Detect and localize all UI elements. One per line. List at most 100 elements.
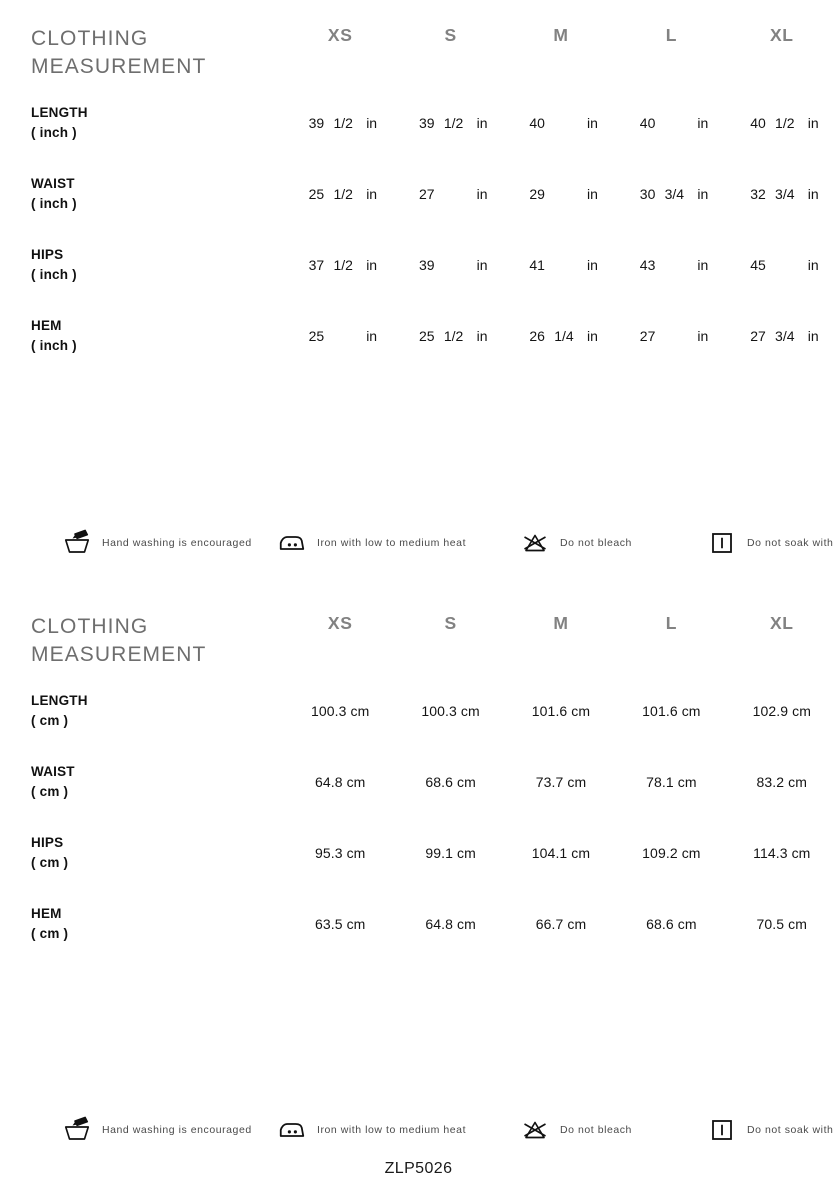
size-header-xl-cm: XL — [770, 613, 794, 633]
row-unit: ( inch ) — [31, 195, 77, 211]
value-unit: in — [476, 256, 488, 273]
cell-length-l-cm: 101.6 cm — [642, 702, 701, 719]
value-whole: 39 — [419, 114, 435, 131]
value-whole: 30 — [639, 185, 656, 202]
do-not-bleach-icon — [524, 534, 546, 552]
row-name: WAIST — [31, 764, 75, 780]
value-fraction: 1/2 — [333, 114, 353, 131]
value-whole: 25 — [308, 327, 325, 344]
header-row-cm: CLOTHING MEASUREMENT XS S M L XL — [0, 612, 837, 675]
size-header-l-inch: L — [665, 25, 678, 45]
cell-hips-xs: 37 1/2 in — [285, 229, 395, 300]
value-whole: 32 — [750, 185, 766, 202]
value-unit: in — [586, 327, 598, 344]
do-not-bleach-icon — [524, 1121, 546, 1139]
value-whole: 40 — [750, 114, 766, 131]
value-unit: in — [586, 185, 598, 202]
page-title-cm: CLOTHING MEASUREMENT — [31, 615, 207, 666]
cell-hips-xl-cm: 114.3 cm — [753, 844, 811, 861]
cell-waist-m-cm: 73.7 cm — [535, 773, 587, 790]
care-instructions-top: Hand washing is encouraged Iron with low… — [0, 528, 837, 558]
table-body-inch: LENGTH ( inch ) 39 1/2 in 39 1/2 — [0, 87, 837, 371]
row-label-hem-inch: HEM ( inch ) — [0, 300, 285, 371]
cell-length-xl: 40 1/2 in — [727, 87, 837, 158]
size-header-xs-inch: XS — [327, 25, 353, 45]
value-unit: in — [697, 327, 709, 344]
cell-length-l: 40 in — [616, 87, 726, 158]
value-whole: 37 — [308, 256, 325, 273]
cell-hips-m: 41 in — [506, 229, 616, 300]
care-item-hand-wash: Hand washing is encouraged — [62, 528, 277, 558]
value-whole: 27 — [639, 327, 656, 344]
care-label: Hand washing is encouraged — [102, 537, 252, 549]
cell-length-xs: 39 1/2 in — [285, 87, 395, 158]
chart-title-cell-inch: CLOTHING MEASUREMENT — [0, 24, 285, 87]
cell-waist-l-cm: 78.1 cm — [646, 773, 697, 790]
care-item-no-bleach: Do not bleach — [520, 1115, 707, 1145]
value-whole: 45 — [750, 256, 766, 273]
value-unit: in — [366, 256, 378, 273]
care-item-iron: Iron with low to medium heat — [277, 528, 520, 558]
table-row: HEM ( inch ) 25 in 25 1/2 — [0, 300, 837, 371]
value-fraction: 1/2 — [443, 114, 464, 131]
table-row: HIPS ( cm ) 95.3 cm 99.1 cm 104.1 cm 109… — [0, 817, 837, 888]
value-whole: 41 — [529, 256, 545, 273]
cell-waist-xs-cm: 64.8 cm — [314, 773, 366, 790]
table-header-inch: CLOTHING MEASUREMENT XS S M L XL — [0, 24, 837, 87]
value-whole: 39 — [308, 114, 325, 131]
care-item-hand-wash: Hand washing is encouraged — [62, 1115, 277, 1145]
page-title-inch: CLOTHING MEASUREMENT — [31, 27, 207, 78]
chart-title-cell-cm: CLOTHING MEASUREMENT — [0, 612, 285, 675]
care-label: Do not bleach — [560, 537, 632, 549]
cell-hem-l-cm: 68.6 cm — [646, 915, 697, 932]
row-label-hips-inch: HIPS ( inch ) — [0, 229, 285, 300]
value-whole: 40 — [639, 114, 656, 131]
value-whole: 43 — [639, 256, 656, 273]
table-row: LENGTH ( inch ) 39 1/2 in 39 1/2 — [0, 87, 837, 158]
care-label: Iron with low to medium heat — [317, 537, 467, 549]
row-unit: ( inch ) — [31, 266, 77, 282]
value-fraction: 1/2 — [333, 256, 353, 273]
value-unit: in — [807, 256, 819, 273]
table-row: WAIST ( cm ) 64.8 cm 68.6 cm 73.7 cm 78.… — [0, 746, 837, 817]
cell-hips-l-cm: 109.2 cm — [642, 844, 701, 861]
value-whole: 40 — [529, 114, 545, 131]
table-row: HIPS ( inch ) 37 1/2 in 39 — [0, 229, 837, 300]
care-item-no-soak: Do not soak with other colors — [707, 528, 837, 558]
value-fraction: 1/4 — [554, 327, 574, 344]
row-name: LENGTH — [31, 105, 88, 121]
cell-hem-m-cm: 66.7 cm — [535, 915, 587, 932]
cell-waist-xl-cm: 83.2 cm — [756, 773, 808, 790]
hand-wash-icon — [64, 529, 90, 553]
care-instructions-bottom: Hand washing is encouraged Iron with low… — [0, 1115, 837, 1145]
row-label-hips-cm: HIPS ( cm ) — [0, 817, 285, 888]
care-item-no-soak: Do not soak with other colors — [707, 1115, 837, 1145]
row-label-waist-inch: WAIST ( inch ) — [0, 158, 285, 229]
cell-hem-xs-cm: 63.5 cm — [314, 915, 366, 932]
row-name: HEM — [31, 906, 62, 922]
cell-hem-xl-cm: 70.5 cm — [756, 915, 808, 932]
value-whole: 27 — [419, 185, 435, 202]
size-header-s-inch: S — [444, 25, 457, 45]
cell-hips-xs-cm: 95.3 cm — [314, 844, 366, 861]
cell-length-m: 40 in — [506, 87, 616, 158]
value-unit: in — [697, 185, 709, 202]
row-name: HEM — [31, 318, 62, 334]
cell-waist-s: 27 in — [395, 158, 505, 229]
cell-length-m-cm: 101.6 cm — [531, 702, 591, 719]
value-fraction: 1/2 — [333, 185, 353, 202]
row-unit: ( inch ) — [31, 337, 77, 353]
row-unit: ( cm ) — [31, 925, 69, 941]
size-header-xs-cm: XS — [327, 613, 353, 633]
cell-hem-l: 27 in — [616, 300, 726, 371]
hand-wash-icon — [64, 1116, 90, 1140]
value-unit: in — [807, 114, 819, 131]
cell-hem-xl: 27 3/4 in — [727, 300, 837, 371]
table-row: HEM ( cm ) 63.5 cm 64.8 cm 66.7 cm 68.6 … — [0, 888, 837, 959]
size-header-m-inch: M — [553, 25, 569, 45]
value-unit: in — [586, 256, 598, 273]
value-unit: in — [366, 327, 378, 344]
value-fraction: 3/4 — [664, 185, 685, 202]
table-header-cm: CLOTHING MEASUREMENT XS S M L XL — [0, 612, 837, 675]
value-whole: 26 — [529, 327, 545, 344]
